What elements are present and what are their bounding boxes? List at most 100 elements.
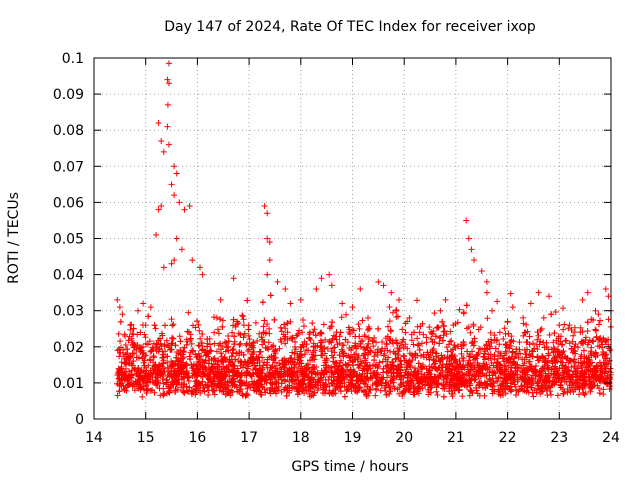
data-point	[602, 286, 609, 293]
data-point	[221, 354, 228, 361]
data-point	[595, 311, 602, 318]
data-point	[431, 373, 438, 380]
data-point	[259, 354, 266, 361]
data-point	[208, 365, 215, 372]
data-point	[342, 336, 349, 343]
data-point	[245, 326, 252, 333]
data-point	[470, 322, 477, 329]
data-point	[442, 296, 449, 303]
data-point	[142, 352, 149, 359]
data-point	[554, 392, 561, 399]
data-point	[154, 373, 161, 380]
data-point	[160, 264, 167, 271]
data-point	[432, 333, 439, 340]
data-point	[217, 316, 224, 323]
data-point	[488, 339, 495, 346]
data-point	[147, 304, 154, 311]
data-point	[168, 340, 175, 347]
chart-title: Day 147 of 2024, Rate Of TEC Index for r…	[164, 19, 536, 35]
data-point	[249, 357, 256, 364]
data-point	[257, 391, 264, 398]
data-point	[270, 388, 277, 395]
data-point	[380, 365, 387, 372]
data-point	[466, 380, 473, 387]
data-point	[589, 337, 596, 344]
data-point	[596, 390, 603, 397]
data-point	[600, 359, 607, 366]
data-point	[367, 365, 374, 372]
data-point	[185, 388, 192, 395]
data-point	[558, 341, 565, 348]
data-point	[513, 391, 520, 398]
data-point	[202, 364, 209, 371]
data-point	[568, 345, 575, 352]
data-point	[383, 368, 390, 375]
data-point	[317, 329, 324, 336]
data-point	[278, 328, 285, 335]
data-point	[264, 210, 271, 217]
data-point	[417, 352, 424, 359]
data-point	[278, 380, 285, 387]
data-point	[433, 324, 440, 331]
data-point	[408, 337, 415, 344]
data-point	[436, 335, 443, 342]
data-point	[544, 362, 551, 369]
data-point	[458, 381, 465, 388]
data-point	[165, 367, 172, 374]
data-point	[463, 217, 470, 224]
data-point	[569, 338, 576, 345]
data-point	[416, 346, 423, 353]
y-tick-label: 0.01	[53, 376, 84, 392]
data-point	[230, 275, 237, 282]
data-point	[401, 352, 408, 359]
data-point	[372, 392, 379, 399]
data-point	[238, 370, 245, 377]
data-point	[534, 329, 541, 336]
data-point	[546, 331, 553, 338]
data-point	[189, 347, 196, 354]
data-point	[557, 377, 564, 384]
data-point	[276, 359, 283, 366]
data-point	[199, 378, 206, 385]
data-point	[414, 335, 421, 342]
data-point	[552, 363, 559, 370]
data-point	[410, 382, 417, 389]
data-point	[336, 333, 343, 340]
data-point	[181, 206, 188, 213]
data-point	[211, 314, 218, 321]
data-point	[575, 359, 582, 366]
data-point	[544, 392, 551, 399]
data-point	[509, 304, 516, 311]
data-point	[160, 392, 167, 399]
data-point	[411, 372, 418, 379]
data-point	[524, 380, 531, 387]
data-point	[214, 361, 221, 368]
data-point	[590, 317, 597, 324]
data-point	[439, 318, 446, 325]
data-point	[581, 353, 588, 360]
data-point	[402, 320, 409, 327]
data-point	[585, 374, 592, 381]
data-point	[537, 385, 544, 392]
data-point	[578, 351, 585, 358]
data-point	[313, 286, 320, 293]
x-tick-label: 24	[602, 430, 620, 446]
data-point	[357, 343, 364, 350]
data-point	[149, 344, 156, 351]
data-point	[163, 379, 170, 386]
data-point	[475, 361, 482, 368]
data-point	[545, 373, 552, 380]
data-point	[346, 354, 353, 361]
data-point	[607, 365, 614, 372]
data-point	[148, 347, 155, 354]
data-point	[305, 373, 312, 380]
data-point	[559, 359, 566, 366]
data-point	[453, 370, 460, 377]
data-point	[165, 141, 172, 148]
data-point	[236, 379, 243, 386]
data-point	[158, 203, 165, 210]
data-point	[139, 393, 146, 400]
data-point	[571, 329, 578, 336]
data-point	[122, 342, 129, 349]
data-point	[556, 322, 563, 329]
